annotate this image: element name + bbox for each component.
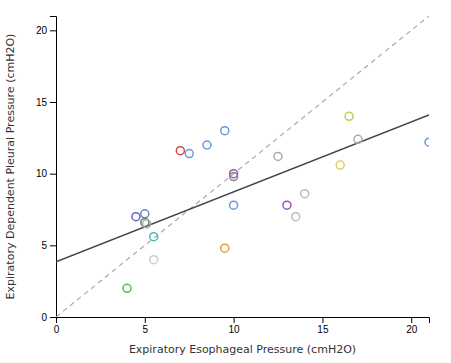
point <box>143 220 151 228</box>
tick-mark <box>234 317 235 323</box>
tick: 15 <box>36 97 56 108</box>
point <box>221 127 229 135</box>
tick: 5 <box>143 317 149 335</box>
tick-label: 0 <box>54 324 60 335</box>
point <box>292 213 300 221</box>
points <box>123 112 429 292</box>
tick-mark <box>145 317 146 323</box>
tick-label: 5 <box>41 240 47 251</box>
tick-mark <box>50 245 56 246</box>
axis-line <box>57 318 430 324</box>
tick-label: 5 <box>143 324 149 335</box>
point <box>283 201 291 209</box>
y-axis: 0 5 10 15 20 <box>36 17 57 323</box>
tick-label: 20 <box>406 324 418 335</box>
y-axis-title: Expiratory Dependent Pleural Pressure (c… <box>4 34 17 300</box>
tick-mark <box>411 317 412 323</box>
point <box>425 138 429 146</box>
marks <box>56 16 429 317</box>
point <box>203 141 211 149</box>
point <box>301 190 309 198</box>
tick: 0 <box>41 312 56 323</box>
point <box>336 161 344 169</box>
tick-mark <box>50 174 56 175</box>
tick: 10 <box>36 168 56 179</box>
point <box>354 135 362 143</box>
tick-mark <box>50 317 56 318</box>
tick: 15 <box>317 317 329 335</box>
tick-mark <box>50 30 56 31</box>
point <box>150 256 158 264</box>
tick-mark <box>322 317 323 323</box>
identity-line <box>56 16 429 317</box>
point <box>150 233 158 241</box>
regression-line <box>56 115 429 262</box>
point <box>230 173 238 181</box>
x-axis: 0 5 10 15 20 <box>54 317 430 335</box>
tick: 10 <box>229 317 241 335</box>
chart: 0 5 10 15 20 0 5 10 15 20 Expiratory Esophageal Pr… <box>0 0 451 363</box>
tick-label: 20 <box>36 25 48 36</box>
tick: 20 <box>36 25 56 36</box>
tick: 20 <box>406 317 418 335</box>
point <box>345 112 353 120</box>
plot: 0 5 10 15 20 0 5 10 15 20 <box>36 16 433 335</box>
point <box>221 244 229 252</box>
tick-label: 10 <box>229 324 241 335</box>
point <box>141 210 149 218</box>
x-axis-title: Expiratory Esophageal Pressure (cmH2O) <box>129 343 356 356</box>
tick-label: 15 <box>317 324 329 335</box>
point <box>123 284 131 292</box>
tick-label: 15 <box>36 97 48 108</box>
tick: 5 <box>41 240 56 251</box>
point <box>132 213 140 221</box>
tick: 0 <box>54 317 60 335</box>
tick-label: 10 <box>36 168 48 179</box>
point <box>185 150 193 158</box>
tick-mark <box>50 102 56 103</box>
point <box>230 201 238 209</box>
tick-label: 0 <box>41 312 47 323</box>
point <box>176 147 184 155</box>
point <box>274 152 282 160</box>
axis-line <box>50 17 57 318</box>
